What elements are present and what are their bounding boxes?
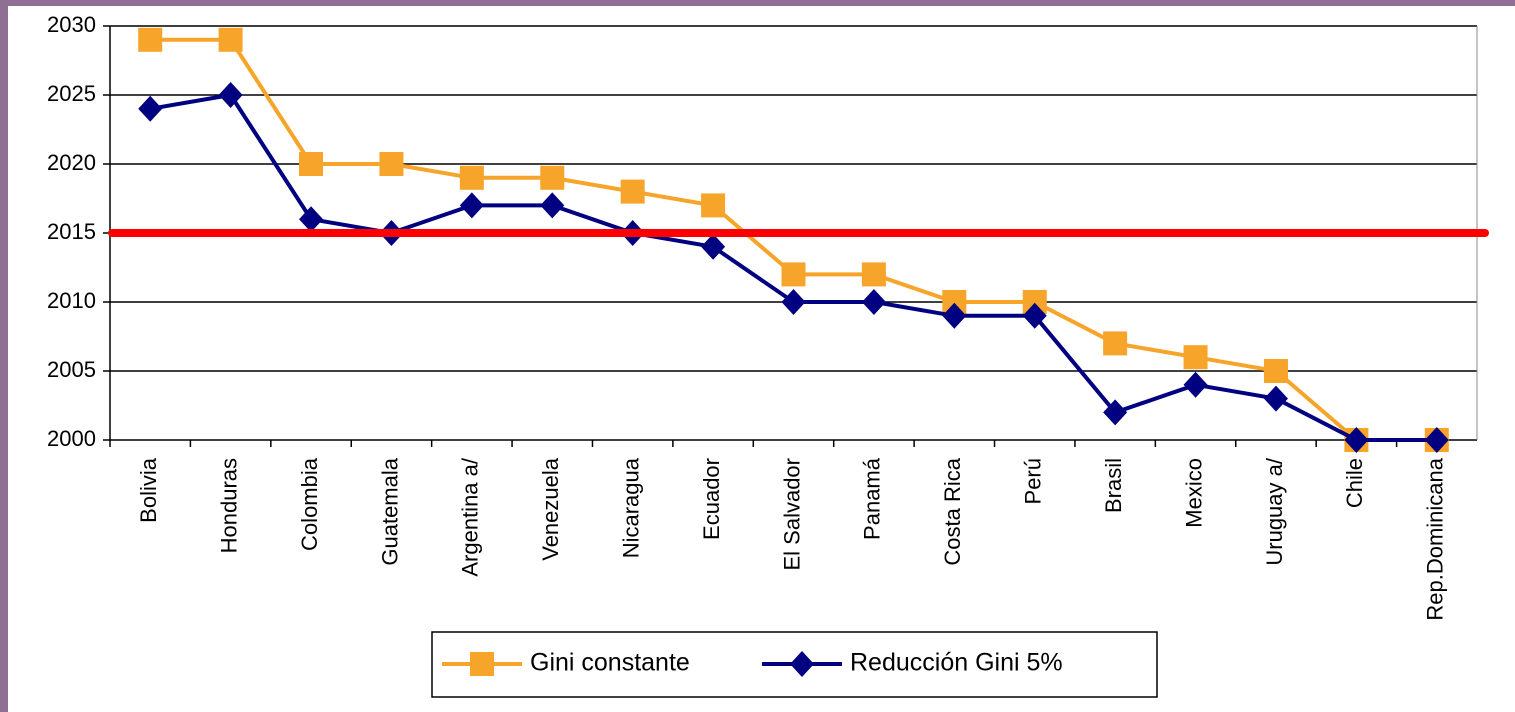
data-point	[1103, 399, 1128, 426]
data-point	[138, 27, 163, 52]
y-tick-label: 2000	[47, 426, 96, 451]
data-point	[701, 193, 726, 218]
data-point	[540, 165, 565, 190]
data-point	[1103, 331, 1128, 356]
data-point	[1263, 385, 1288, 412]
legend-marker	[790, 651, 814, 677]
y-tick-label: 2015	[47, 219, 96, 244]
legend-label: Reducción Gini 5%	[850, 649, 1063, 677]
data-point	[620, 179, 645, 204]
data-point	[781, 289, 806, 315]
data-point	[1022, 302, 1047, 329]
y-tick-label: 2010	[47, 288, 96, 313]
data-point	[1424, 427, 1449, 453]
data-point	[861, 262, 886, 287]
x-tick-label: Colombia	[297, 457, 322, 551]
data-point	[1263, 359, 1288, 383]
x-tick-label: Costa Rica	[940, 457, 965, 565]
data-point	[459, 192, 484, 219]
x-tick-label: Rep.Dominicana	[1423, 457, 1448, 620]
x-tick-label: El Salvador	[779, 458, 804, 571]
y-tick-label: 2030	[47, 12, 96, 37]
data-point	[218, 27, 243, 52]
data-point	[1183, 371, 1208, 398]
data-point	[942, 302, 967, 329]
x-tick-label: Ecuador	[699, 458, 724, 540]
data-point	[138, 95, 163, 122]
x-tick-label: Chile	[1342, 458, 1367, 508]
y-tick-label: 2025	[47, 81, 96, 106]
data-point	[1183, 345, 1208, 370]
data-point	[379, 152, 404, 176]
data-point	[459, 165, 484, 190]
legend-marker	[470, 652, 494, 676]
x-tick-label: Nicaragua	[618, 457, 643, 558]
data-point	[299, 206, 324, 233]
x-tick-label: Uruguay a/	[1262, 457, 1287, 566]
data-point	[701, 233, 726, 260]
data-point	[861, 289, 886, 315]
legend-label: Gini constante	[530, 649, 690, 677]
x-tick-label: Venezuela	[538, 457, 563, 561]
data-point	[540, 192, 565, 219]
data-point	[299, 152, 324, 176]
background	[8, 6, 1515, 712]
x-tick-label: Perú	[1021, 458, 1046, 504]
x-tick-label: Guatemala	[377, 457, 402, 565]
data-point	[1344, 427, 1369, 453]
x-tick-label: Brasil	[1101, 458, 1126, 513]
x-tick-label: Mexico	[1181, 458, 1206, 528]
y-tick-label: 2005	[47, 357, 96, 382]
x-tick-label: Panamá	[860, 457, 885, 540]
data-point	[218, 82, 243, 108]
x-tick-label: Honduras	[216, 458, 241, 553]
y-tick-label: 2020	[47, 150, 96, 175]
x-tick-label: Bolivia	[136, 457, 161, 523]
x-tick-label: Argentina a/	[458, 457, 483, 577]
data-point	[781, 262, 806, 287]
